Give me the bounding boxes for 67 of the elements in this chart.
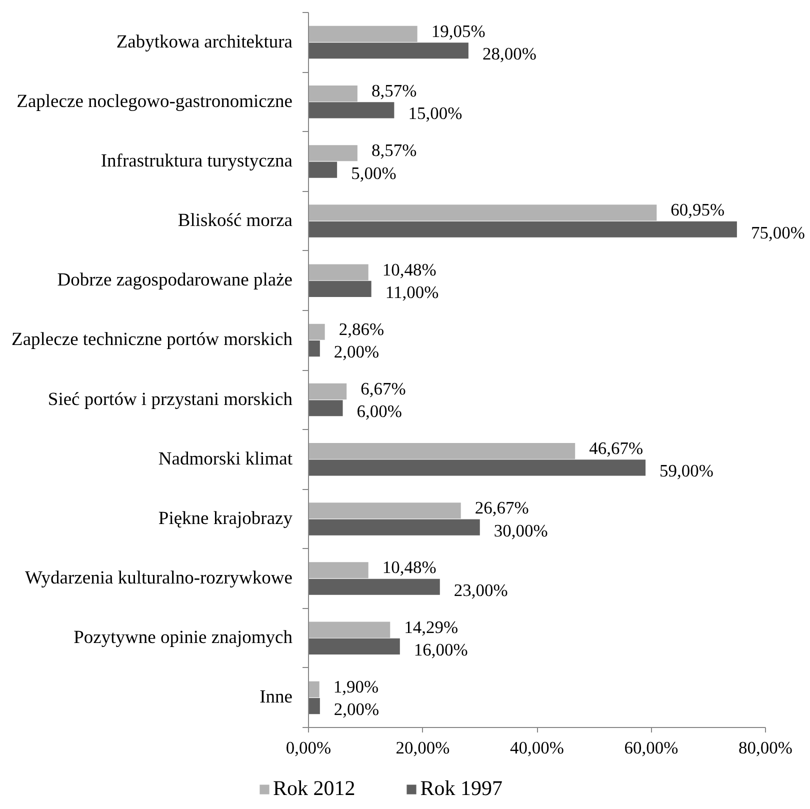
bar — [308, 204, 657, 221]
bar — [308, 502, 461, 519]
data-label: 10,48% — [382, 259, 436, 280]
data-label: 28,00% — [482, 44, 536, 64]
data-label: 23,00% — [454, 580, 508, 600]
bar — [308, 638, 400, 655]
data-label: 16,00% — [414, 639, 468, 660]
data-label: 2,00% — [334, 699, 380, 720]
y-tick-label: Inne — [260, 688, 293, 708]
bar — [308, 562, 368, 578]
data-label: 1,90% — [333, 676, 379, 696]
bar — [308, 442, 576, 460]
bar — [308, 264, 368, 280]
bar — [308, 698, 320, 714]
bar — [308, 383, 347, 400]
legend-label: Rok 2012 — [273, 776, 356, 801]
bar — [308, 460, 646, 476]
data-label: 60,95% — [670, 200, 725, 220]
x-tick-label: 0,00% — [286, 738, 332, 758]
bar — [308, 162, 338, 178]
data-label: 30,00% — [494, 520, 548, 540]
y-tick-label: Nadmorski klimat — [158, 449, 294, 470]
bar — [308, 324, 325, 340]
y-tick-label: Piękne krajobrazy — [158, 508, 294, 529]
y-tick-label: Wydarzenia kulturalno-rozrywkowe — [24, 568, 293, 589]
legend-label: Rok 1997 — [420, 776, 503, 801]
data-label: 11,00% — [385, 282, 439, 302]
data-label: 6,67% — [360, 378, 406, 398]
bar — [308, 102, 394, 118]
y-tick-label: Zaplecze techniczne portów morskich — [12, 330, 292, 350]
data-label: 26,67% — [474, 498, 529, 518]
bar — [308, 622, 390, 638]
bar — [308, 681, 320, 698]
data-label: 2,86% — [338, 318, 384, 339]
bar — [308, 578, 440, 595]
data-label: 59,00% — [660, 460, 714, 481]
y-tick-label: Pozytywne opinie znajomych — [74, 628, 293, 648]
bar — [308, 340, 320, 357]
data-label: 75,00% — [750, 222, 805, 242]
data-label: 14,29% — [404, 616, 458, 637]
bar — [308, 42, 468, 59]
y-tick-label: Zaplecze noclegowo-gastronomiczne — [16, 92, 293, 112]
bar — [308, 400, 343, 416]
data-label: 19,05% — [431, 20, 486, 41]
data-label: 5,00% — [351, 162, 396, 183]
bar — [308, 221, 737, 238]
data-label: 15,00% — [408, 103, 462, 124]
y-tick-label: Infrastruktura turystyczna — [100, 151, 293, 172]
x-tick-label: 40,00% — [510, 738, 564, 758]
x-tick-label: 20,00% — [396, 738, 450, 758]
data-label: 46,67% — [589, 438, 644, 458]
y-tick-label: Bliskość morza — [178, 211, 292, 232]
bar — [308, 26, 418, 42]
data-label: 8,57% — [371, 80, 417, 101]
y-tick-label: Sieć portów i przystani morskich — [48, 390, 293, 410]
data-label: 10,48% — [382, 557, 436, 578]
data-label: 8,57% — [371, 140, 417, 160]
bar — [308, 280, 372, 298]
bar — [308, 519, 480, 536]
data-label: 6,00% — [356, 401, 402, 422]
y-tick-label: Zabytkowa architektura — [116, 32, 293, 52]
y-tick-label: Dobrze zagospodarowane plaże — [57, 270, 293, 291]
x-tick-label: 60,00% — [624, 738, 678, 758]
bar — [308, 145, 358, 162]
x-tick-label: 80,00% — [738, 738, 792, 758]
data-label: 2,00% — [334, 342, 380, 362]
bar — [308, 85, 358, 102]
